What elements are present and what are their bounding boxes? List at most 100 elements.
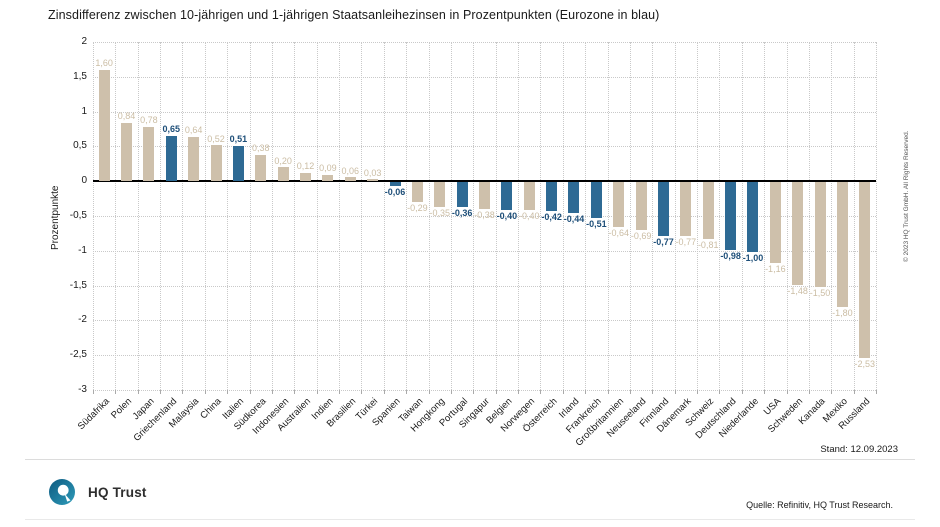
- x-axis-tick: [249, 390, 251, 394]
- gridline-vertical: [182, 42, 184, 390]
- bar: [523, 182, 535, 211]
- bar: [635, 182, 647, 231]
- gridline-horizontal: [93, 42, 876, 43]
- x-axis-tick: [361, 390, 363, 394]
- bar: [814, 182, 826, 287]
- gridline-vertical: [383, 42, 385, 390]
- y-tick-label: -3: [78, 384, 87, 395]
- y-axis-label: Prozentpunkte: [50, 185, 61, 251]
- bar: [725, 182, 737, 251]
- y-tick-label: -2: [78, 314, 87, 326]
- x-axis-tick: [204, 390, 206, 394]
- x-axis-tick: [853, 390, 855, 394]
- copyright-label: © 2023 HQ Trust GmbH. All Rights Reserve…: [903, 130, 910, 262]
- gridline-vertical: [853, 42, 855, 390]
- gridline-vertical: [160, 42, 162, 390]
- bar-value-label: -0,81: [697, 239, 719, 250]
- bar: [501, 182, 513, 211]
- x-axis-tick: [540, 390, 542, 394]
- bar-value-label: 0,51: [229, 134, 248, 145]
- x-axis-tick: [652, 390, 654, 394]
- x-axis-tick: [719, 390, 721, 394]
- gridline-vertical: [137, 42, 139, 390]
- gridline-vertical: [540, 42, 542, 390]
- bottom-hairline: [25, 519, 915, 520]
- bar-value-label: 0,20: [274, 155, 292, 166]
- x-axis-tick: [271, 390, 273, 394]
- gridline-vertical: [629, 42, 631, 390]
- x-axis-tick: [406, 390, 408, 394]
- gridline-horizontal: [93, 390, 876, 391]
- bar-value-label: -0,38: [474, 209, 495, 220]
- bar: [657, 182, 669, 236]
- bar: [367, 179, 379, 182]
- bar: [389, 182, 401, 187]
- x-axis-tick: [383, 390, 385, 394]
- hq-trust-logo-icon: [49, 479, 75, 505]
- gridline-vertical: [764, 42, 766, 390]
- gridline-horizontal: [93, 320, 876, 322]
- gridline-horizontal: [93, 285, 876, 287]
- gridline-horizontal: [93, 216, 876, 217]
- gridline-vertical: [831, 42, 833, 390]
- bar-value-label: -1,80: [832, 308, 853, 319]
- gridline-vertical: [585, 42, 587, 390]
- gridline-vertical: [495, 42, 497, 390]
- x-tick-label: Südafrika: [75, 396, 112, 433]
- bar-value-label: -0,42: [541, 212, 562, 223]
- bar: [232, 145, 244, 182]
- gridline-vertical: [428, 42, 430, 390]
- gridline-vertical: [204, 42, 206, 390]
- gridline-vertical: [607, 42, 609, 390]
- x-axis-tick: [831, 390, 833, 394]
- bar-value-label: -0,29: [407, 203, 428, 214]
- bar-value-label: -1,48: [787, 286, 808, 297]
- x-axis-tick: [629, 390, 631, 394]
- y-tick-label: 1,5: [73, 70, 87, 82]
- bar: [613, 182, 625, 227]
- y-tick-label: -0,5: [69, 210, 87, 221]
- bar: [546, 182, 558, 212]
- x-axis-tick: [227, 390, 229, 394]
- gridline-vertical: [808, 42, 810, 390]
- y-tick-label: 0: [81, 175, 87, 187]
- gridline-vertical: [115, 42, 117, 390]
- gridline-vertical: [719, 42, 721, 390]
- bar: [479, 182, 490, 209]
- x-tick-label: China: [198, 396, 224, 422]
- bar-value-label: -0,64: [608, 227, 629, 238]
- bar-value-label: 0,06: [341, 165, 360, 176]
- bar: [590, 182, 602, 218]
- x-axis-tick: [182, 390, 184, 394]
- bar-value-label: -0,44: [563, 213, 585, 224]
- gridline-vertical: [876, 42, 877, 390]
- gridline-horizontal: [93, 111, 876, 113]
- footer-divider: [25, 459, 915, 460]
- bar: [165, 135, 177, 182]
- bar-value-label: 0,64: [184, 125, 203, 136]
- gridline-vertical: [93, 42, 94, 390]
- bar: [769, 182, 781, 263]
- bar-value-label: 0,65: [162, 124, 181, 135]
- y-tick-label: 0,5: [73, 140, 87, 152]
- zero-axis-line: [93, 180, 876, 183]
- bar: [456, 182, 468, 208]
- bar-value-label: 0,38: [252, 143, 270, 154]
- bar: [859, 182, 871, 359]
- bar-value-label: 0,03: [363, 167, 382, 178]
- bar-value-label: -1,50: [809, 287, 831, 298]
- bar-value-label: 0,09: [319, 163, 337, 174]
- x-axis-tick: [786, 390, 788, 394]
- x-axis-tick: [697, 390, 699, 394]
- x-axis-tick: [495, 390, 497, 394]
- bar: [143, 126, 155, 182]
- bar-value-label: 1,60: [95, 58, 113, 69]
- gridline-vertical: [271, 42, 273, 390]
- x-axis-tick: [764, 390, 766, 394]
- gridline-vertical: [450, 42, 452, 390]
- x-axis-tick: [137, 390, 139, 394]
- as-of-date-label: Stand: 12.09.2023: [820, 444, 898, 455]
- x-axis-tick: [294, 390, 296, 394]
- gridline-vertical: [339, 42, 341, 390]
